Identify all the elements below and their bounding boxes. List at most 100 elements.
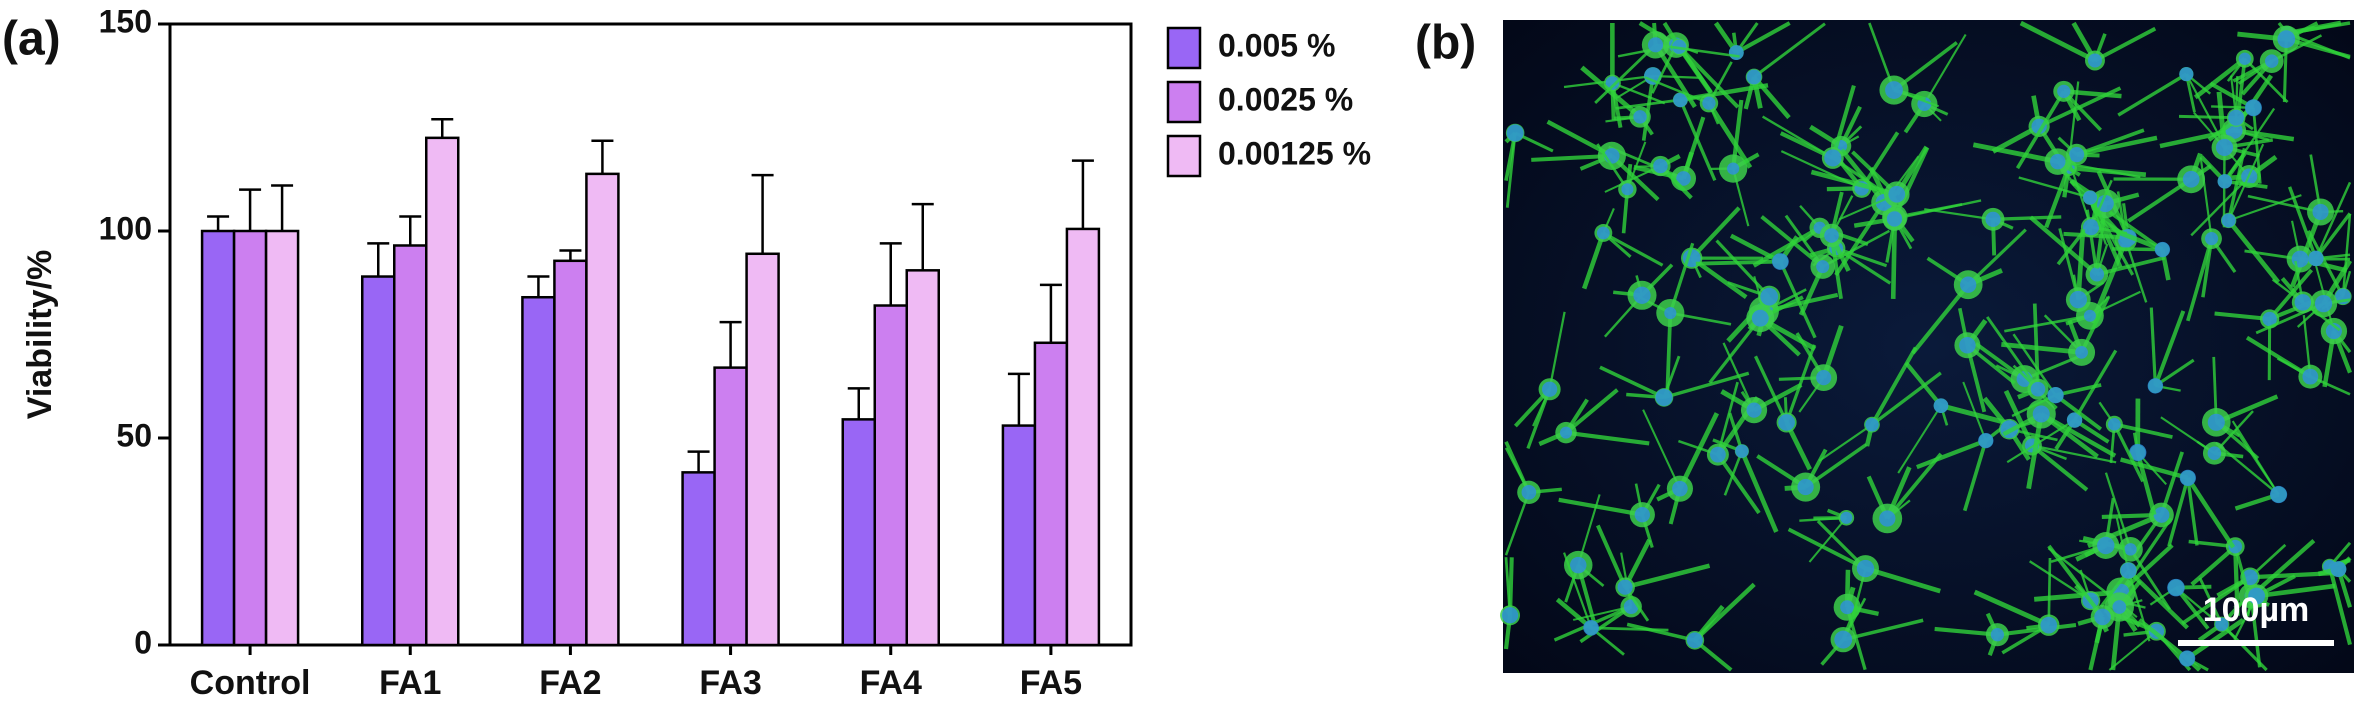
bar <box>905 269 940 647</box>
bar <box>681 471 716 647</box>
bar <box>745 252 780 647</box>
nucleus <box>1686 632 1703 649</box>
micrograph <box>1500 20 2354 673</box>
bar <box>361 275 396 647</box>
cell-process <box>1580 65 1642 119</box>
nucleus <box>2215 138 2234 157</box>
cell-process <box>2153 310 2186 387</box>
cell-process <box>1655 43 1740 58</box>
nucleus <box>2107 417 2121 431</box>
cell-process <box>2096 255 2166 277</box>
cell-process <box>1940 403 2007 425</box>
cell-process <box>2117 72 2188 117</box>
panel-label: (a) <box>2 13 61 66</box>
nucleus <box>2308 250 2324 267</box>
nucleus <box>2325 323 2342 340</box>
cell-process <box>1715 239 1771 298</box>
cell-process <box>1924 208 1994 221</box>
bar <box>1033 341 1069 647</box>
cell-process <box>1735 21 1791 55</box>
legend-label: 0.005 % <box>1218 27 1335 63</box>
nucleus <box>1560 426 1573 439</box>
nucleus <box>1541 381 1558 397</box>
nucleus <box>1653 158 1668 174</box>
cell-process <box>1706 101 1753 169</box>
cell-process <box>2108 210 2164 252</box>
nucleus <box>2087 53 2102 68</box>
cell-process <box>1830 84 1856 159</box>
cell-process <box>2029 560 2092 602</box>
bar <box>232 229 268 647</box>
cell-process <box>2190 175 2251 237</box>
cell-process <box>1923 33 1967 105</box>
nucleus <box>1521 485 1537 500</box>
nucleus <box>2124 543 2137 556</box>
cell-process <box>2327 566 2352 646</box>
cell-process <box>2112 423 2145 483</box>
scale-bar-label: 100µm <box>2203 591 2310 629</box>
cell-process <box>1594 43 1657 104</box>
nucleus <box>1933 398 1949 414</box>
nucleus <box>2089 267 2105 282</box>
cell-process <box>2215 441 2280 496</box>
nucleus <box>2302 368 2319 385</box>
nucleus <box>1840 600 1855 615</box>
bar <box>393 244 428 647</box>
cell-process <box>1558 497 1643 517</box>
cell-process <box>2127 570 2151 642</box>
nucleus <box>1834 630 1853 649</box>
cell-process <box>2094 26 2157 63</box>
cell-process <box>1911 283 1970 355</box>
nucleus <box>1990 628 2005 642</box>
y-axis-label: Viability/% <box>21 250 59 419</box>
nucleus <box>1633 110 1647 124</box>
nucleus <box>2096 194 2114 213</box>
nucleus <box>1886 211 1903 227</box>
nucleus <box>1673 92 1688 108</box>
cell-process <box>1818 423 1873 462</box>
cell-process <box>2088 196 2135 276</box>
cell-process <box>1641 75 1655 141</box>
nucleus <box>1596 226 1610 240</box>
nucleus <box>2083 309 2096 322</box>
cell-process <box>2220 623 2268 672</box>
nucleus <box>2097 536 2115 555</box>
nucleus <box>2238 52 2251 65</box>
nucleus <box>1879 510 1896 527</box>
nucleus <box>2217 174 2233 189</box>
nucleus <box>1797 478 1814 496</box>
cell-process <box>2019 20 2097 63</box>
nucleus <box>2314 295 2333 313</box>
cell-process <box>1602 231 1664 267</box>
nucleus <box>2057 84 2071 98</box>
nucleus <box>1664 306 1677 320</box>
nucleus <box>1960 276 1977 293</box>
nucleus <box>2147 378 2164 394</box>
bar <box>713 366 748 647</box>
cell-process <box>2047 544 2105 619</box>
cell-process <box>1581 232 1606 290</box>
nucleus <box>1621 183 1634 196</box>
cell-process <box>1624 563 1711 590</box>
nucleus <box>1655 388 1673 407</box>
cell-process <box>2031 444 2117 464</box>
cell-process <box>2178 114 2237 120</box>
nucleus <box>2083 219 2100 236</box>
cell-process <box>1962 440 1988 512</box>
nucleus <box>2221 213 2236 228</box>
cell-process <box>1591 626 1669 632</box>
cell-process <box>2113 422 2173 439</box>
bar <box>521 295 556 647</box>
nucleus <box>2069 147 2085 163</box>
nucleus <box>1856 559 1875 578</box>
nucleus <box>2032 405 2050 423</box>
nucleus <box>2330 561 2347 578</box>
cell-process <box>2076 135 2158 157</box>
cell-process <box>2089 197 2107 245</box>
nucleus <box>1978 432 1994 449</box>
panel-label: (b) <box>1415 17 1476 70</box>
cell-process <box>1904 361 1943 407</box>
nucleus <box>1824 149 1842 167</box>
nucleus <box>1569 556 1587 574</box>
nucleus <box>2153 507 2170 523</box>
